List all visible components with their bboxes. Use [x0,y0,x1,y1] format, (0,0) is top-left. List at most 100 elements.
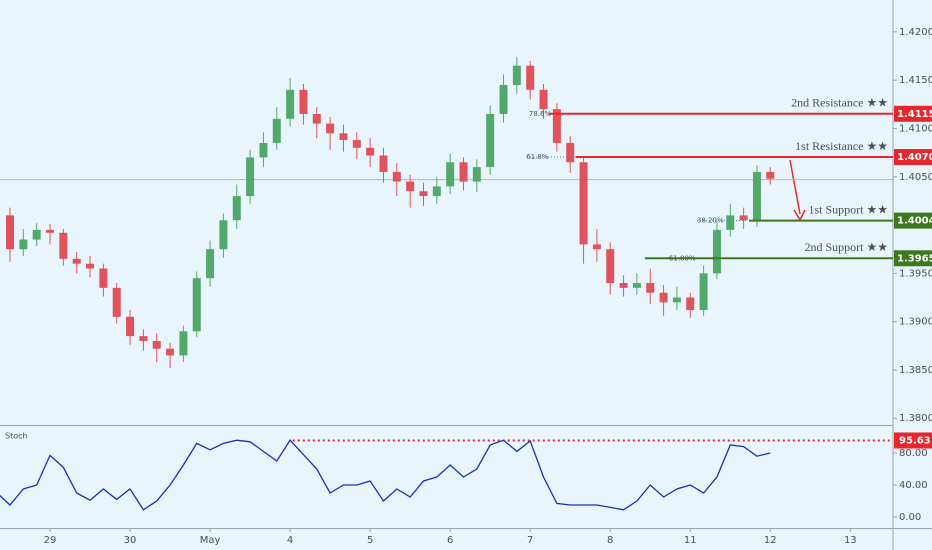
candle-body [606,249,615,284]
candle-body [272,118,281,143]
level-name: 1st Resistance ★★ [795,139,888,153]
price-box [894,250,932,267]
price-box [894,432,932,449]
indicator-line [0,439,771,511]
indicator-tick-label: 0.00 [899,512,921,523]
price-box [894,105,932,122]
candle-body [299,89,308,114]
candle-body [646,283,655,293]
candle-body [592,244,601,250]
y-tick-label: 1.39000 [899,317,932,328]
candle-body [472,167,481,182]
price-box-label: 1.39656 [897,253,932,264]
candle-body [726,215,735,230]
candle-body [19,239,28,250]
x-tick-label: 6 [447,535,453,546]
candle-body [59,232,68,259]
candle-body [219,220,228,250]
x-tick-label: May [200,535,221,546]
fib-label: 78.6% [529,110,552,118]
candle-body [512,65,521,85]
candle-body [632,283,641,288]
price-box-label: 1.40704 [897,152,932,163]
candle-body [419,191,428,197]
price-box-label: 1.40046 [897,216,932,227]
fib-label: 38.20% [697,217,724,225]
candle-body [566,142,575,163]
candle-body [139,336,148,341]
indicator-name: Stoch [5,432,28,441]
candle-body [232,196,241,221]
candle-body [752,171,761,221]
y-tick-label: 1.39500 [899,268,932,279]
price-box [894,212,932,229]
candle-body [379,155,388,172]
candle-body [672,297,681,303]
candle-body [739,215,748,221]
candle-body [126,316,135,337]
candle-body [392,171,401,182]
candle-body [166,348,175,356]
candle-body [206,249,215,279]
candle-body [526,65,535,90]
x-tick-label: 29 [44,535,57,546]
x-tick-label: 4 [287,535,293,546]
candle-body [579,162,588,245]
x-tick-label: 11 [684,535,697,546]
candle-body [179,331,188,356]
candle-body [152,340,161,349]
candle-body [46,229,55,233]
price-box-label: 1.41152 [897,109,932,120]
candle-body [246,157,255,197]
candle-body [499,85,508,114]
fib-label: 61.8% [526,153,549,161]
price-box-label: 95.63 [899,435,931,446]
level-name: 2nd Support ★★ [804,240,888,254]
candle-body [72,258,81,264]
candle-body [112,287,121,317]
x-tick-label: 8 [607,535,613,546]
candle-body [766,171,775,179]
candle-body [432,186,441,197]
candle-body [552,109,561,143]
fib-label: 61.80% [669,254,696,262]
candle-body [99,268,108,288]
candle-body [259,142,268,158]
y-tick-label: 1.38000 [899,413,932,424]
candle-body [326,123,335,134]
candle-body [712,229,721,274]
indicator-tick-label: 40.00 [899,480,928,491]
candle-body [619,283,628,288]
x-tick-label: 7 [527,535,533,546]
candle-body [486,113,495,168]
x-tick-label: 30 [124,535,137,546]
candle-body [6,215,15,250]
candle-body [659,292,668,303]
candle-body [86,263,95,269]
candle-body [686,297,695,311]
level-name: 1st Support ★★ [808,202,888,216]
y-tick-label: 1.41000 [899,123,932,134]
arrow [789,159,801,215]
y-tick-label: 1.40500 [899,172,932,183]
x-tick-label: 13 [844,535,857,546]
candle-body [286,89,295,119]
y-tick-label: 1.42000 [899,27,932,38]
candle-body [406,181,415,192]
x-tick-label: 12 [764,535,777,546]
candle-body [459,162,468,182]
price-box [894,149,932,166]
y-tick-label: 1.38500 [899,365,932,376]
candle-body [192,278,201,332]
candle-body [32,229,41,240]
x-tick-label: 5 [367,535,373,546]
indicator-tick-label: 80.00 [899,448,928,459]
candle-body [699,273,708,311]
candle-body [339,133,348,141]
candle-body [539,89,548,110]
candle-body [352,140,361,148]
level-name: 2nd Resistance ★★ [791,96,888,110]
